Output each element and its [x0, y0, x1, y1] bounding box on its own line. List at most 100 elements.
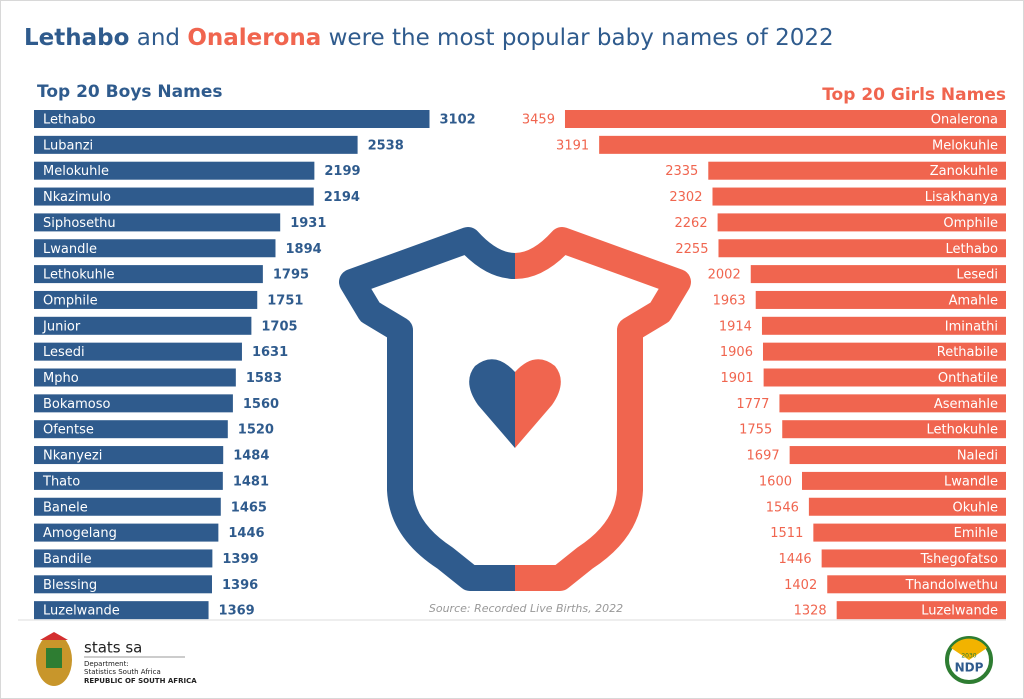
bar	[782, 420, 1006, 439]
dept-label: Department:	[84, 660, 129, 668]
bar-value-label: 1600	[759, 474, 792, 489]
bar-category-label: Blessing	[43, 578, 97, 593]
bar-category-label: Omphile	[943, 216, 998, 231]
bar-value-label: 1901	[721, 371, 754, 386]
bar-category-label: Lesedi	[956, 268, 998, 283]
ndp-year: 2030	[961, 653, 976, 660]
bar-value-label: 2538	[368, 138, 404, 153]
bar-value-label: 1369	[219, 604, 255, 619]
bar-category-label: Lwandle	[43, 242, 97, 257]
bar-value-label: 1399	[222, 552, 258, 567]
chart-title: Top 20 Boys Names	[37, 82, 223, 102]
bar	[708, 161, 1006, 180]
bar-category-label: Banele	[43, 500, 88, 515]
bar-value-label: 1795	[273, 268, 309, 283]
bar-category-label: Lethabo	[945, 242, 998, 257]
bar	[763, 368, 1006, 387]
bar-value-label: 2255	[675, 242, 708, 257]
bar	[34, 135, 358, 154]
bar-value-label: 1328	[794, 604, 827, 619]
bar	[34, 265, 263, 284]
chart-title: Top 20 Girls Names	[822, 85, 1006, 105]
bar-category-label: Lesedi	[43, 345, 85, 360]
bar-category-label: Lethabo	[43, 113, 96, 128]
bar-value-label: 3102	[440, 113, 476, 128]
bar	[789, 446, 1006, 465]
bar-category-label: Emihle	[954, 526, 998, 541]
bar-category-label: Melokuhle	[43, 164, 109, 179]
bar-value-label: 3191	[556, 138, 589, 153]
bar	[718, 239, 1006, 258]
bar-value-label: 1963	[713, 293, 746, 308]
bar-value-label: 1511	[770, 526, 803, 541]
bar	[761, 316, 1006, 335]
bar	[34, 110, 430, 128]
bar	[827, 575, 1006, 594]
bar-category-label: Lethokuhle	[926, 423, 998, 438]
bar-category-label: Zanokuhle	[930, 164, 998, 179]
bar-category-label: Nkanyezi	[43, 449, 102, 464]
bar-category-label: Rethabile	[937, 345, 998, 360]
bar-category-label: Ofentse	[43, 423, 94, 438]
bar	[34, 316, 252, 335]
bar-value-label: 1465	[231, 500, 267, 515]
bar-value-label: 1894	[285, 242, 321, 257]
bar	[34, 342, 242, 361]
bar-value-label: 2262	[675, 216, 708, 231]
bar-value-label: 1777	[736, 397, 769, 412]
title-word: and	[137, 25, 180, 51]
bar-category-label: Amogelang	[43, 526, 117, 541]
coat-of-arms	[36, 632, 72, 686]
bar-category-label: Junior	[42, 319, 81, 334]
bar	[34, 161, 315, 180]
bar-category-label: Mpho	[43, 371, 79, 386]
bar-value-label: 1751	[267, 293, 303, 308]
bar	[802, 471, 1006, 490]
bar	[762, 342, 1006, 361]
bar	[34, 239, 276, 258]
bar-category-label: Nkazimulo	[43, 190, 111, 205]
org-name: stats sa	[84, 639, 142, 657]
bar-value-label: 3459	[522, 113, 555, 128]
title-rest: were the most popular baby names of 2022	[329, 25, 834, 51]
bar-category-label: Omphile	[43, 293, 98, 308]
bar	[34, 368, 236, 387]
dept-name: Statistics South Africa	[84, 668, 161, 676]
title-boy-name: Lethabo	[24, 25, 129, 51]
bar-value-label: 1402	[784, 578, 817, 593]
ndp-text: NDP	[955, 661, 984, 675]
bar-category-label: Naledi	[957, 449, 998, 464]
bar-value-label: 1446	[228, 526, 264, 541]
bar	[750, 265, 1006, 284]
bar-value-label: 1520	[238, 423, 274, 438]
page-title: Lethabo and Onalerona were the most popu…	[24, 25, 834, 51]
bar-value-label: 1484	[233, 449, 269, 464]
bar	[808, 497, 1006, 516]
bar	[34, 187, 314, 206]
bar-value-label: 1481	[233, 474, 269, 489]
bar	[34, 213, 281, 232]
bar-category-label: Lisakhanya	[925, 190, 998, 205]
bar-category-label: Melokuhle	[932, 138, 998, 153]
bar-category-label: Luzelwande	[921, 604, 998, 619]
bar-category-label: Lethokuhle	[43, 268, 115, 283]
bar-category-label: Amahle	[949, 293, 998, 308]
bar	[34, 394, 233, 413]
bar	[717, 213, 1006, 232]
bar-value-label: 1931	[290, 216, 326, 231]
bar-value-label: 1906	[720, 345, 753, 360]
bar-category-label: Lubanzi	[43, 138, 93, 153]
bar	[34, 497, 221, 516]
bar	[34, 601, 209, 620]
bar-category-label: Iminathi	[945, 319, 998, 334]
bar-value-label: 2199	[324, 164, 360, 179]
bar	[564, 110, 1006, 128]
bar-value-label: 1446	[779, 552, 812, 567]
source-note: Source: Recorded Live Births, 2022	[429, 602, 623, 615]
bar	[836, 601, 1006, 620]
bar-value-label: 2302	[669, 190, 702, 205]
ndp-logo: NDP 2030	[945, 636, 993, 684]
bar-category-label: Bokamoso	[43, 397, 111, 412]
bar	[34, 420, 228, 439]
